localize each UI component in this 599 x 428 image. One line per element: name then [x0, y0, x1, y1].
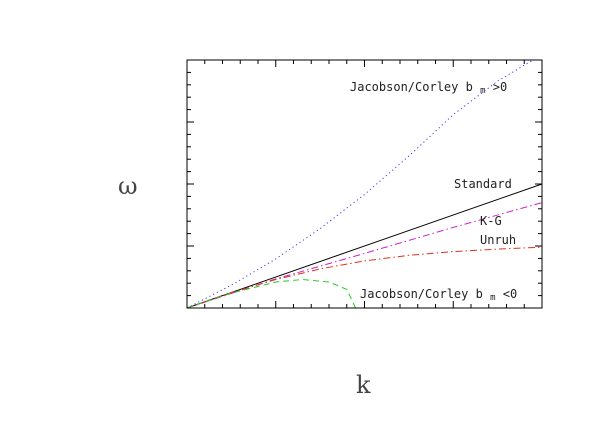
label-jacobson-corley-neg: Jacobson/Corley b m <0	[360, 287, 517, 303]
label-unruh: Unruh	[480, 233, 516, 247]
series-line-unruh	[186, 246, 543, 309]
label-jacobson-corley-pos: Jacobson/Corley b m >0	[350, 80, 507, 96]
curves	[186, 59, 543, 309]
x-axis-label: k	[356, 371, 371, 399]
plot-frame	[186, 59, 543, 309]
y-axis-label: ω	[118, 172, 138, 200]
series-line-jc_neg	[186, 279, 357, 309]
label-kg: K-G	[480, 214, 502, 228]
series-line-jc_pos	[186, 59, 534, 309]
label-standard: Standard	[454, 177, 512, 191]
series-line-standard	[186, 183, 543, 309]
